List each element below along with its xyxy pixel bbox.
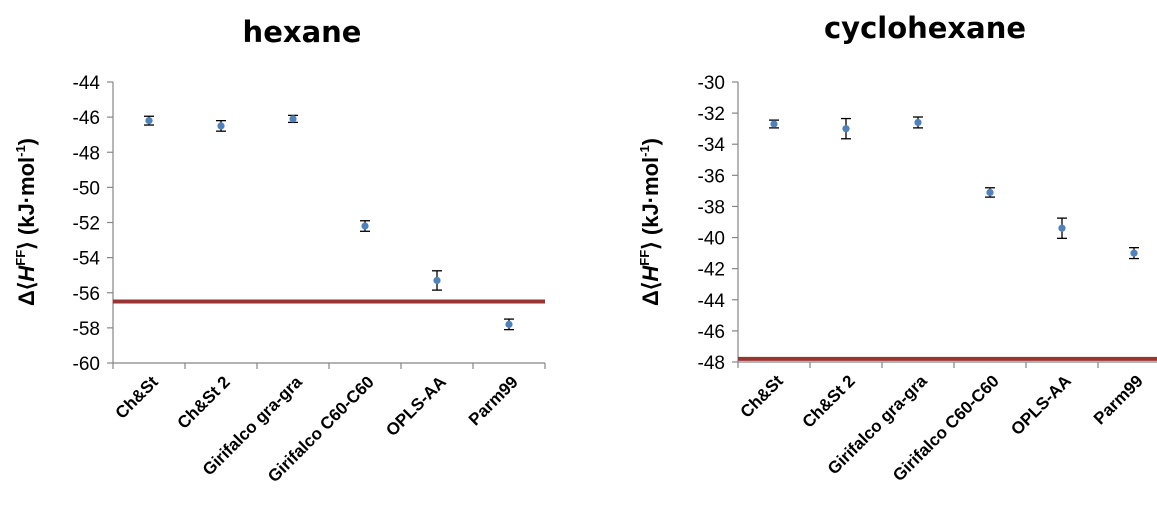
data-point	[289, 115, 297, 123]
hexane-chart: hexane Δ⟨HFF⟩ (kJ·mol-1) -44 -46 -48 -50 -52…	[13, 15, 546, 486]
x-tick-label: OPLS-AA	[1007, 371, 1075, 439]
y-axis-label: Δ⟨HFF⟩ (kJ·mol-1)	[13, 138, 39, 306]
data-point	[145, 117, 153, 125]
y-tick-label: -46	[698, 322, 725, 343]
data-point	[770, 120, 778, 128]
data-point	[505, 320, 513, 328]
x-tick-label: Ch&St 2	[174, 372, 234, 432]
data-point	[217, 122, 225, 130]
x-tick-label: Ch&St 2	[799, 371, 859, 431]
x-tick-label: Ch&St	[737, 371, 787, 421]
y-tick-label: -30	[698, 73, 725, 94]
x-tick-label: Parm99	[465, 372, 522, 429]
data-point	[914, 118, 922, 127]
y-tick-label: -46	[73, 108, 100, 129]
cyclohexane-chart: cyclohexane Δ⟨HFF⟩ (kJ·mol-1) -30 -32 -34 -…	[637, 11, 1157, 485]
y-tick-label: -40	[698, 229, 725, 250]
y-axis-label: Δ⟨HFF⟩ (kJ·mol-1)	[637, 138, 663, 306]
y-tick-label: -48	[73, 143, 100, 164]
x-tick-label: OPLS-AA	[382, 372, 450, 440]
y-tick-label: -50	[73, 178, 100, 199]
data-point	[986, 188, 994, 197]
y-tick-label: -44	[698, 291, 726, 312]
y-tick-label: -52	[73, 214, 100, 235]
y-tick-label: -36	[698, 166, 725, 187]
y-tick-label: -60	[73, 354, 100, 375]
y-tick-label: -34	[698, 135, 726, 156]
y-tick-label: -56	[73, 284, 100, 305]
y-tick-label: -38	[698, 197, 725, 218]
data-point	[1130, 249, 1138, 257]
x-tick-label: Ch&St	[112, 372, 162, 422]
y-tick-label: -32	[698, 104, 725, 125]
y-tick-label: -44	[73, 73, 101, 94]
x-tick-label: Parm99	[1090, 371, 1147, 428]
chart-title: hexane	[243, 15, 362, 49]
y-tick-label: -54	[73, 249, 101, 270]
chart-title: cyclohexane	[824, 11, 1026, 45]
data-point	[361, 222, 369, 230]
data-point	[842, 125, 850, 133]
y-tick-label: -42	[698, 260, 725, 281]
data-point	[433, 276, 441, 285]
y-tick-label: -48	[698, 353, 725, 374]
data-point	[1058, 224, 1066, 232]
y-tick-label: -58	[73, 319, 100, 340]
